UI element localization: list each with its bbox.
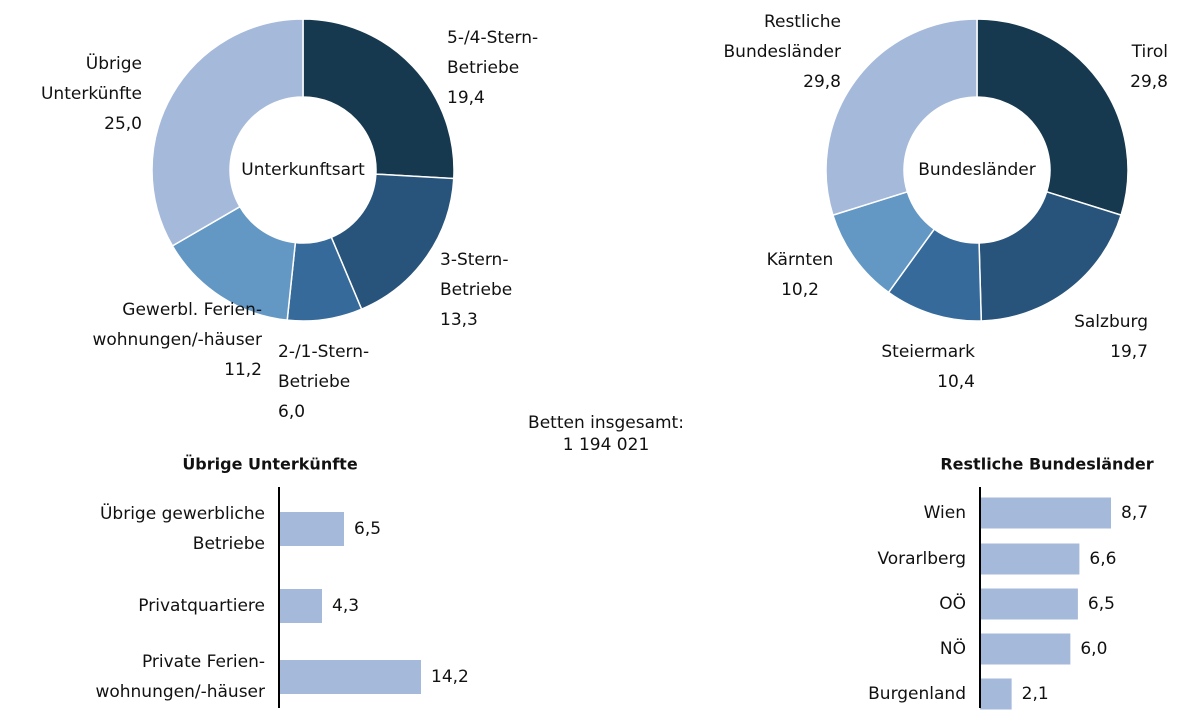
value-label: 6,0 (1080, 639, 1107, 659)
bar (980, 588, 1078, 620)
slice-label: 5-/4-Stern-Betriebe (447, 28, 538, 78)
slice-label: Kärnten (767, 250, 834, 270)
value-label: 2,1 (1022, 684, 1049, 704)
bar (980, 543, 1080, 575)
bar (279, 512, 344, 546)
slice-value: 29,8 (803, 72, 841, 92)
slice-value: 29,8 (1130, 72, 1168, 92)
value-label: 14,2 (431, 667, 469, 687)
donut-slice (151, 18, 304, 247)
bar (980, 678, 1012, 710)
category-label: Übrige gewerbliche Betriebe (100, 502, 265, 554)
slice-label: Salzburg (1074, 312, 1148, 332)
category-label: Private Ferien-wohnungen/-häuser (95, 652, 265, 702)
bar (279, 589, 322, 623)
slice-label: Steiermark (881, 342, 975, 362)
slice-value: 13,3 (440, 310, 478, 330)
slice-value: 25,0 (104, 114, 142, 134)
category-label: Privatquartiere (138, 596, 265, 616)
slice-label: Tirol (1131, 42, 1168, 62)
slice-label: Übrige Unterkünfte (41, 52, 142, 104)
value-label: 6,6 (1089, 549, 1116, 569)
category-label: Burgenland (868, 684, 966, 704)
slice-value: 10,4 (937, 372, 975, 392)
category-label: Wien (924, 503, 966, 523)
slice-value: 6,0 (278, 402, 305, 422)
center-label: Bundesländer (918, 160, 1035, 180)
slice-value: 10,2 (781, 280, 819, 300)
category-label: NÖ (940, 637, 966, 659)
slice-value: 11,2 (224, 360, 262, 380)
donut-slice (330, 173, 455, 311)
value-label: 4,3 (332, 596, 359, 616)
category-label: OÖ (939, 592, 966, 614)
center-label: Unterkunftsart (241, 160, 365, 180)
donut-slice (825, 18, 978, 217)
slice-label: 2-/1-Stern-Betriebe (278, 342, 369, 392)
chart-title: Übrige Unterkünfte (182, 455, 358, 474)
chart-title: Restliche Bundesländer (940, 455, 1153, 474)
value-label: 6,5 (1088, 594, 1115, 614)
total: 1 194 021 (563, 435, 650, 455)
slice-label: Gewerbl. Ferien-wohnungen/-häuser (92, 300, 262, 350)
bar (980, 497, 1112, 529)
slice-value: 19,7 (1110, 342, 1148, 362)
value-label: 6,5 (354, 519, 381, 539)
slice-label: Restliche Bundesländer (724, 12, 841, 62)
total-label: Betten insgesamt: (528, 413, 684, 433)
bar (980, 633, 1071, 665)
slice-label: 3-Stern-Betriebe (440, 250, 512, 300)
category-label: Vorarlberg (877, 549, 966, 569)
bar (279, 660, 421, 694)
donut-slice (976, 18, 1129, 217)
slice-value: 19,4 (447, 88, 485, 108)
value-label: 8,7 (1121, 503, 1148, 523)
donut-slice (302, 18, 455, 180)
donut-slice (978, 190, 1123, 322)
